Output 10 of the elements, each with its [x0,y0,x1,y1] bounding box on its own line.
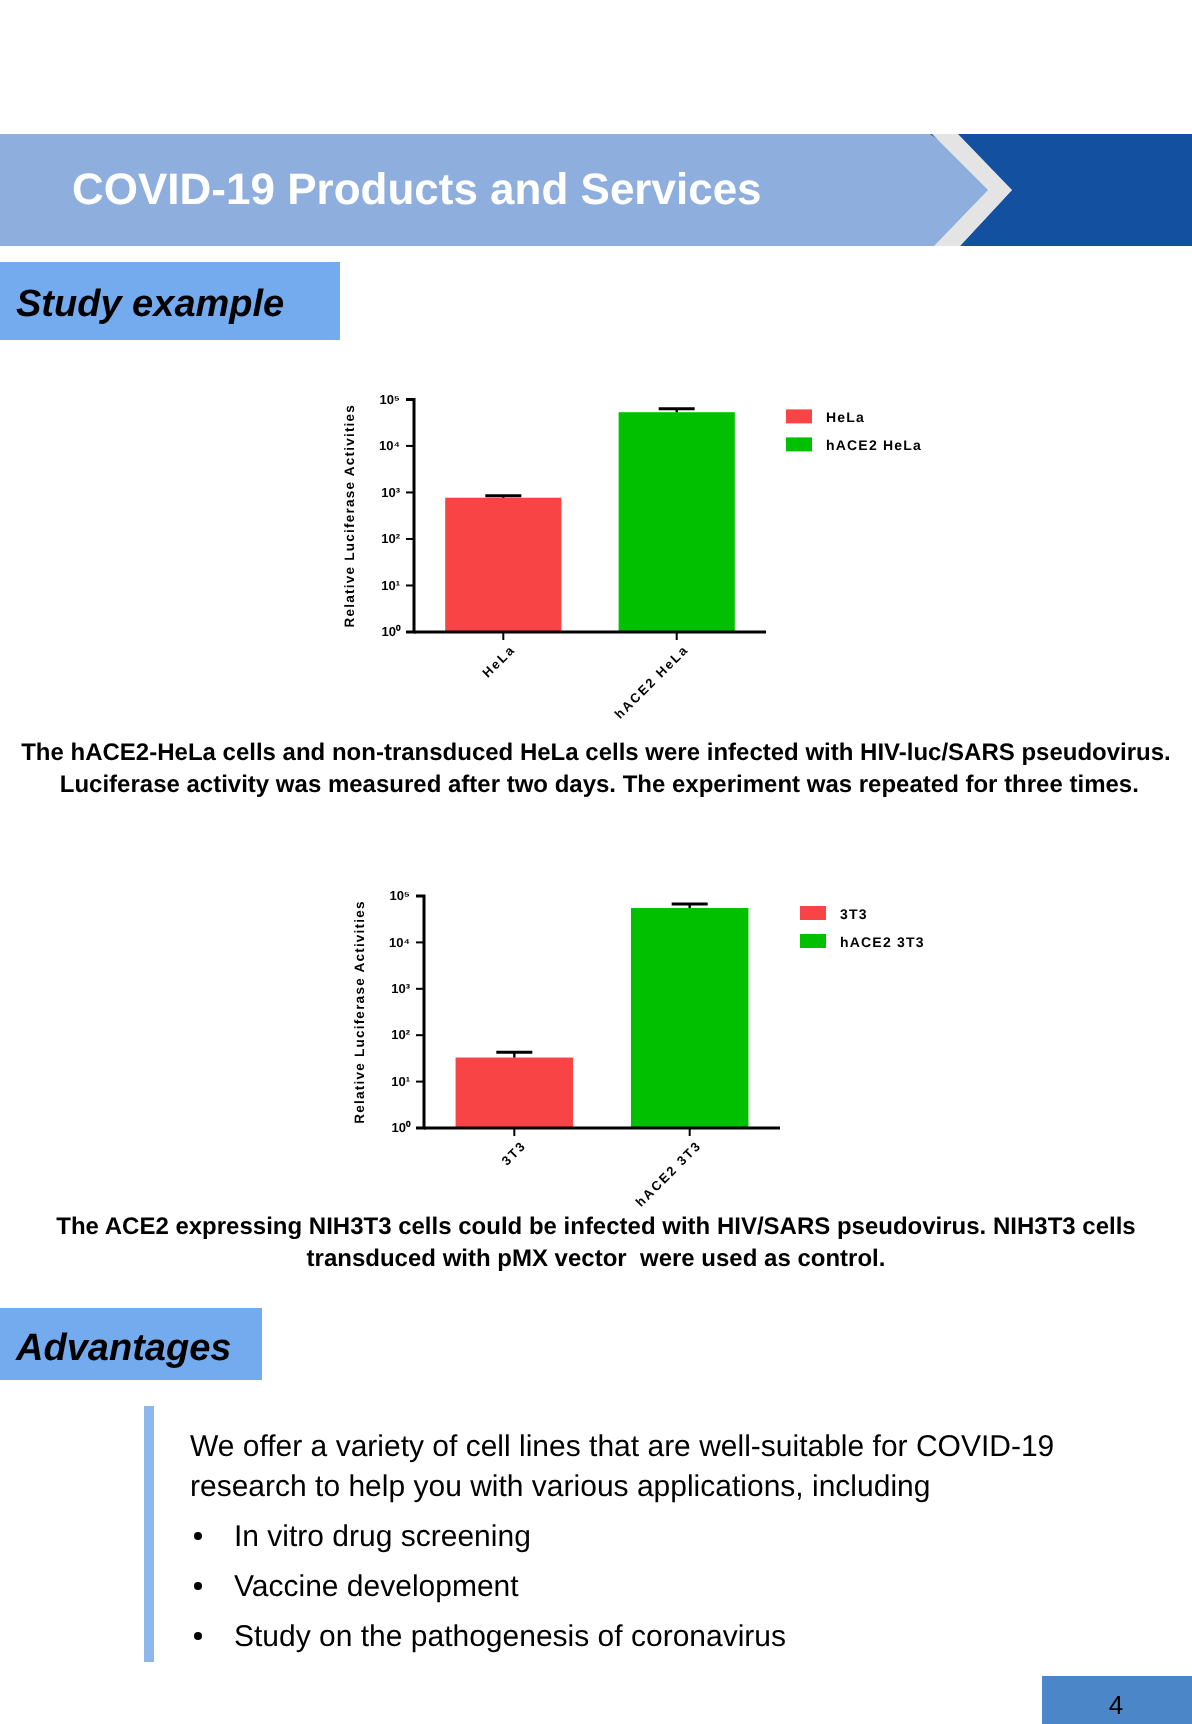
text: The hACE2-HeLa cells and non-transduced HeLa cells were infected with HIV-luc/SARS pseudovirus. Luciferase activity was measured after two days. The experiment was repeated for three times. [21,738,1171,798]
text: COVID-19 Products and Services [72,164,762,214]
text: Vaccine development [234,1570,521,1604]
text: Study example [16,284,286,326]
text: Study on the pathogenesis of coronavirus [234,1620,787,1654]
text: We offer a variety of cell lines that are well-suitable for COVID-19 research to help you with various applications, including [190,1430,1055,1504]
text: The ACE2 expressing NIH3T3 cells could be infected with HIV/SARS pseudovirus. NIH3T3 cells transduced with pMX vector were used as control. [56,1212,1137,1272]
text: 4 [1108,1690,1124,1720]
text: In vitro drug screening [234,1520,531,1554]
text: Advantages [14,1328,232,1370]
